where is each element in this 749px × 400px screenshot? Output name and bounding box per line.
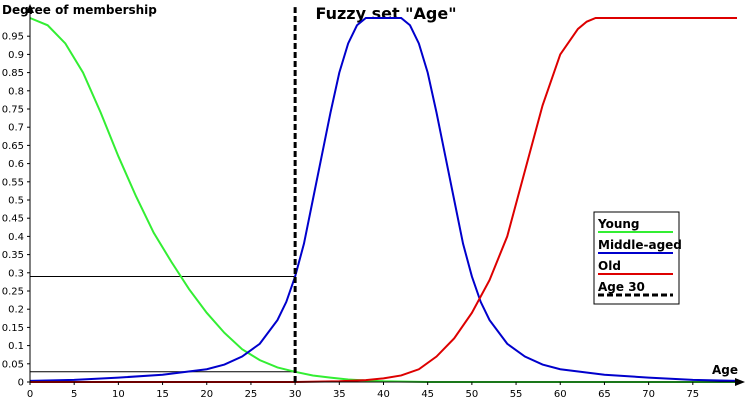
- x-tick-label: 5: [71, 389, 77, 400]
- y-tick-label: 0.9: [8, 50, 24, 61]
- y-tick-label: 0.55: [2, 177, 24, 188]
- y-tick-label: 0.25: [2, 287, 24, 298]
- x-tick-label: 50: [466, 389, 479, 400]
- x-tick-label: 0: [27, 389, 33, 400]
- y-tick-label: 0.7: [8, 123, 24, 134]
- y-tick-label: 0.95: [2, 32, 24, 43]
- x-tick-label: 40: [377, 389, 390, 400]
- y-tick-label: 0.05: [2, 359, 24, 370]
- y-tick-label: 0.6: [8, 159, 24, 170]
- y-tick-label: 0.2: [8, 305, 24, 316]
- y-tick-label: 0.15: [2, 323, 24, 334]
- y-tick-label: 0.85: [2, 68, 24, 79]
- plot-area: 0 0.05 0.1 0.15 0.2 0.25 0.3 0.35 0.4 0.45 0.5 0.55…: [2, 4, 745, 400]
- x-tick-label: 25: [245, 389, 258, 400]
- legend-box: [593, 211, 680, 305]
- legend-label-young: Young: [597, 217, 640, 231]
- y-tick-label: 0.4: [8, 232, 24, 243]
- x-tick-label: 65: [598, 389, 611, 400]
- legend-label-middle-aged: Middle-aged: [598, 238, 682, 252]
- x-tick-label: 45: [421, 389, 434, 400]
- y-tick-label: 0.5: [8, 196, 24, 207]
- legend-label-age-30: Age 30: [598, 280, 645, 294]
- y-axis-title: Degree of membership: [2, 3, 157, 17]
- x-tick-label: 35: [333, 389, 346, 400]
- x-tick-label: 75: [686, 389, 699, 400]
- y-tick-label: 0.65: [2, 141, 24, 152]
- chart-title: Fuzzy set "Age": [315, 4, 456, 23]
- legend-label-old: Old: [598, 259, 621, 273]
- y-tick-label: 0.3: [8, 268, 24, 279]
- series-line-middle-aged: [29, 17, 738, 382]
- y-tick-label: 0.35: [2, 250, 24, 261]
- x-tick-label: 30: [289, 389, 302, 400]
- y-axis-arrow: [26, 4, 34, 13]
- x-tick-label: 20: [200, 389, 213, 400]
- series-line-young: [29, 17, 737, 383]
- x-tick-label: 60: [554, 389, 567, 400]
- y-tick-label: 0.75: [2, 105, 24, 116]
- x-axis-title: Age: [712, 363, 738, 377]
- x-axis-arrow: [735, 378, 745, 386]
- y-tick-label: 0.1: [8, 341, 24, 352]
- y-tick-label: 0: [18, 378, 24, 389]
- x-tick-label: 15: [156, 389, 169, 400]
- x-tick-label: 70: [642, 389, 655, 400]
- x-tick-label: 55: [510, 389, 523, 400]
- series-line-old: [30, 17, 737, 383]
- x-tick-label: 10: [112, 389, 125, 400]
- legend: Young Middle-aged Old Age 30: [593, 211, 682, 305]
- y-tick-label: 0.45: [2, 214, 24, 225]
- y-tick-label: 0.8: [8, 86, 24, 97]
